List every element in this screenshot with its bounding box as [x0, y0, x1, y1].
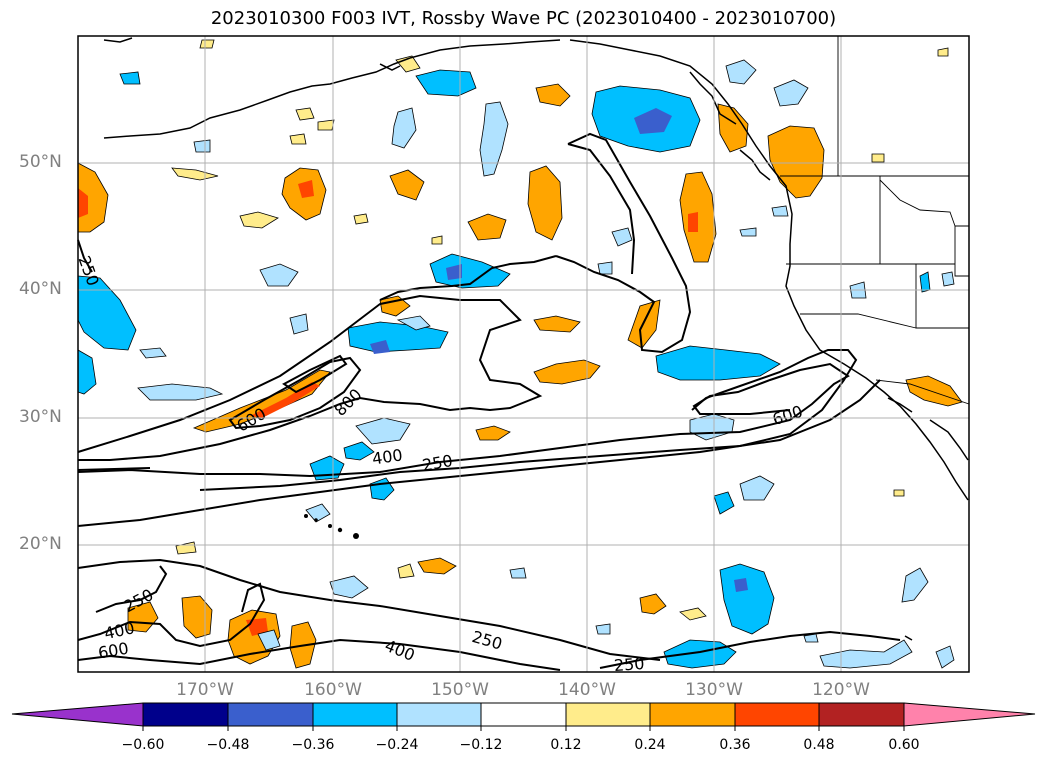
- colorbar-tick-label: −0.24: [375, 737, 419, 753]
- colorbar-tick-label: −0.48: [206, 737, 250, 753]
- colorbar-extend-low: [11, 702, 144, 727]
- contour-label: 400: [371, 445, 404, 468]
- lat-label-40n: 40°N: [19, 279, 62, 299]
- lat-label-20n: 20°N: [19, 534, 62, 554]
- colorbar-bin: [396, 702, 482, 727]
- colorbar-bin: [142, 702, 229, 727]
- hawaii-islands: [304, 514, 359, 539]
- lon-label-160w: 160°W: [304, 680, 362, 700]
- lon-label-120w: 120°W: [812, 680, 870, 700]
- colorbar: [11, 702, 1036, 731]
- lat-label-30n: 30°N: [19, 407, 62, 427]
- colorbar-tick-label: 0.60: [888, 737, 920, 753]
- negative-anomaly-shading: [77, 59, 955, 669]
- colorbar-bin: [312, 702, 398, 727]
- colorbar-tick-label: −0.12: [459, 737, 503, 753]
- state-borders: [780, 36, 970, 405]
- positive-anomaly-shading: [77, 39, 963, 669]
- lon-label-130w: 130°W: [685, 680, 743, 700]
- lon-label-170w: 170°W: [176, 680, 234, 700]
- colorbar-bin: [565, 702, 651, 727]
- graticule: [78, 36, 969, 672]
- colorbar-tick-label: −0.36: [291, 737, 335, 753]
- map-title: 2023010300 F003 IVT, Rossby Wave PC (202…: [210, 8, 837, 29]
- colorbar-bin: [734, 702, 820, 727]
- lat-label-50n: 50°N: [19, 152, 62, 172]
- colorbar-bin: [480, 702, 567, 727]
- lon-label-140w: 140°W: [558, 680, 616, 700]
- colorbar-tick-label: 0.12: [550, 737, 582, 753]
- colorbar-bin: [227, 702, 314, 727]
- colorbar-bin: [649, 702, 736, 727]
- colorbar-tick-label: −0.60: [121, 737, 165, 753]
- ivt-contours: [77, 132, 901, 671]
- colorbar-tick-label: 0.24: [634, 737, 666, 753]
- map-plot-area: 250 600 800 600 400 250 250 400 600 400 …: [75, 35, 970, 675]
- colorbar-bin: [818, 702, 905, 727]
- colorbar-extend-high: [903, 702, 1036, 727]
- lon-label-150w: 150°W: [431, 680, 489, 700]
- colorbar-tick-label: 0.48: [803, 737, 835, 753]
- contour-label: 250: [613, 654, 645, 675]
- colorbar-tick-label: 0.36: [719, 737, 751, 753]
